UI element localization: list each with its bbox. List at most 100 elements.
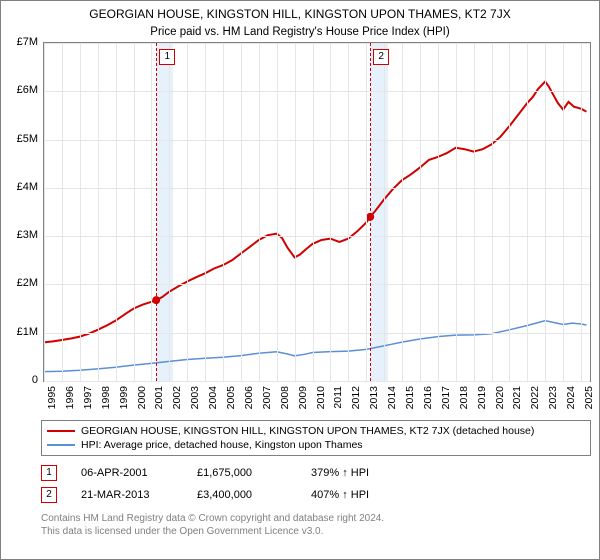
grid-line-h — [44, 284, 590, 285]
y-tick-label: £7M — [17, 36, 38, 48]
grid-line-v — [438, 43, 439, 381]
chart-title: GEORGIAN HOUSE, KINGSTON HILL, KINGSTON … — [5, 7, 595, 22]
sales-price: £1,675,000 — [197, 467, 287, 479]
grid-line-v — [98, 43, 99, 381]
grid-line-h — [44, 91, 590, 92]
x-tick-label: 1995 — [46, 386, 58, 409]
y-tick-label: £6M — [17, 84, 38, 96]
grid-line-v — [527, 43, 528, 381]
sales-date: 06-APR-2001 — [81, 467, 173, 479]
grid-line-v — [151, 43, 152, 381]
legend-label: GEORGIAN HOUSE, KINGSTON HILL, KINGSTON … — [81, 425, 534, 437]
x-tick-label: 2015 — [404, 386, 416, 409]
sales-hpi: 379% ↑ HPI — [311, 467, 369, 479]
x-tick-label: 2007 — [261, 386, 273, 409]
grid-line-v — [330, 43, 331, 381]
footer-text: Contains HM Land Registry data © Crown c… — [41, 512, 591, 538]
grid-line-v — [259, 43, 260, 381]
grid-line-h — [44, 236, 590, 237]
grid-line-h — [44, 43, 590, 44]
grid-line-v — [474, 43, 475, 381]
marker-line — [370, 43, 371, 381]
grid-line-v — [80, 43, 81, 381]
x-axis: 1995 1996 1997 1998 1999 2000 2001 2002 2003 2004… — [43, 384, 591, 414]
grid-line-v — [563, 43, 564, 381]
y-tick-label: £1M — [17, 326, 38, 338]
x-tick-label: 2024 — [565, 386, 577, 409]
x-tick-label: 2020 — [494, 386, 506, 409]
grid-line-v — [116, 43, 117, 381]
chart-box: 0£1M£2M£3M£4M£5M£6M£7M 12 19951996199719… — [7, 42, 593, 414]
shade-band — [156, 43, 173, 381]
grid-line-v — [509, 43, 510, 381]
grid-line-v — [313, 43, 314, 381]
grid-line-v — [169, 43, 170, 381]
footer-line-2: This data is licensed under the Open Gov… — [41, 525, 591, 538]
grid-line-v — [366, 43, 367, 381]
x-tick-label: 2001 — [153, 386, 165, 409]
grid-line-v — [492, 43, 493, 381]
series-line — [44, 82, 586, 343]
x-tick-label: 2004 — [207, 386, 219, 409]
sales-table: 106-APR-2001£1,675,000379% ↑ HPI221-MAR-… — [41, 462, 591, 506]
x-tick-label: 2022 — [529, 386, 541, 409]
plot-area: 12 — [43, 42, 591, 382]
x-tick-label: 2018 — [458, 386, 470, 409]
grid-line-v — [187, 43, 188, 381]
grid-line-v — [420, 43, 421, 381]
legend-row: GEORGIAN HOUSE, KINGSTON HILL, KINGSTON … — [47, 424, 585, 438]
grid-line-v — [384, 43, 385, 381]
chart-subtitle: Price paid vs. HM Land Registry's House … — [5, 26, 595, 38]
marker-box: 1 — [159, 49, 175, 65]
footer-line-1: Contains HM Land Registry data © Crown c… — [41, 512, 591, 525]
grid-line-v — [134, 43, 135, 381]
x-tick-label: 2013 — [368, 386, 380, 409]
y-tick-label: £5M — [17, 133, 38, 145]
legend: GEORGIAN HOUSE, KINGSTON HILL, KINGSTON … — [41, 420, 591, 456]
marker-line — [156, 43, 157, 381]
x-tick-label: 2012 — [350, 386, 362, 409]
x-tick-label: 2010 — [315, 386, 327, 409]
y-tick-label: £3M — [17, 229, 38, 241]
x-tick-label: 2011 — [332, 386, 344, 409]
chart-container: GEORGIAN HOUSE, KINGSTON HILL, KINGSTON … — [0, 0, 600, 560]
x-tick-label: 2000 — [136, 386, 148, 409]
series-line — [44, 321, 586, 372]
x-tick-label: 1998 — [100, 386, 112, 409]
x-tick-label: 2016 — [422, 386, 434, 409]
grid-line-v — [62, 43, 63, 381]
x-tick-label: 2008 — [279, 386, 291, 409]
sales-hpi: 407% ↑ HPI — [311, 489, 369, 501]
x-tick-label: 2021 — [511, 386, 523, 409]
sales-date: 21-MAR-2013 — [81, 489, 173, 501]
grid-line-h — [44, 188, 590, 189]
grid-line-v — [402, 43, 403, 381]
sales-marker: 1 — [41, 465, 57, 481]
x-tick-label: 2002 — [171, 386, 183, 409]
grid-line-v — [456, 43, 457, 381]
x-tick-label: 2017 — [440, 386, 452, 409]
grid-line-v — [581, 43, 582, 381]
grid-line-v — [348, 43, 349, 381]
x-tick-label: 2003 — [189, 386, 201, 409]
legend-swatch — [47, 444, 75, 446]
legend-label: HPI: Average price, detached house, King… — [81, 439, 363, 451]
x-tick-label: 1997 — [82, 386, 94, 409]
x-tick-label: 2023 — [547, 386, 559, 409]
x-tick-label: 2009 — [297, 386, 309, 409]
x-tick-label: 1999 — [118, 386, 130, 409]
x-tick-label: 2025 — [583, 386, 595, 409]
marker-box: 2 — [373, 49, 389, 65]
y-tick-label: £2M — [17, 277, 38, 289]
y-axis: 0£1M£2M£3M£4M£5M£6M£7M — [7, 42, 41, 382]
grid-line-v — [545, 43, 546, 381]
sales-row: 1 06-APR-2001 £1,675,000 379% ↑ HPI — [41, 462, 591, 484]
chart-lines — [44, 43, 590, 381]
grid-line-v — [205, 43, 206, 381]
x-tick-label: 1996 — [64, 386, 76, 409]
y-tick-label: 0 — [32, 374, 38, 386]
grid-line-v — [44, 43, 45, 381]
x-tick-label: 2005 — [225, 386, 237, 409]
grid-line-v — [277, 43, 278, 381]
y-tick-label: £4M — [17, 181, 38, 193]
